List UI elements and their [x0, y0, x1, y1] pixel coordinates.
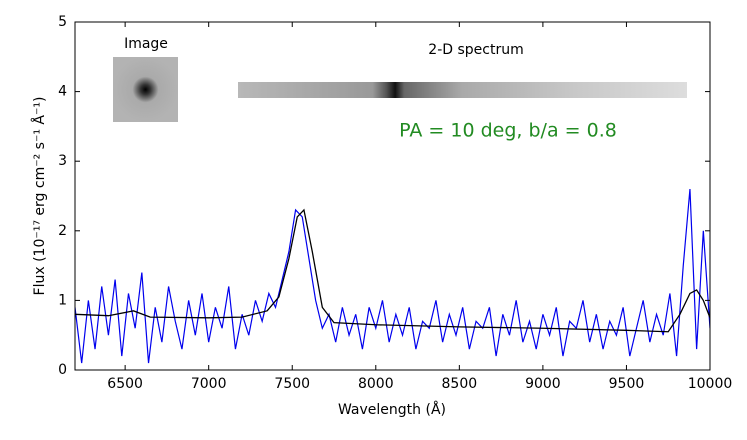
spectrum-label: 2-D spectrum — [428, 42, 523, 58]
spectrum-line — [75, 208, 710, 333]
y-tick-label: 4 — [58, 84, 67, 100]
plot-frame — [74, 21, 711, 371]
x-tick-label: 9500 — [609, 376, 645, 392]
y-tick-label: 0 — [58, 362, 67, 378]
x-tick-label: 8000 — [358, 376, 394, 392]
x-tick-label: 9000 — [525, 376, 561, 392]
image-label: Image — [124, 36, 168, 52]
x-axis-label: Wavelength (Å) — [338, 401, 446, 418]
x-tick-label: 10000 — [688, 376, 733, 392]
x-tick-label: 7500 — [274, 376, 310, 392]
image-inset — [113, 57, 178, 122]
pa-annotation: PA = 10 deg, b/a = 0.8 — [399, 120, 617, 142]
spectrum-line — [75, 188, 710, 364]
x-tick-label: 6500 — [107, 376, 143, 392]
y-axis-label: Flux (10⁻¹⁷ erg cm⁻² s⁻¹ Å⁻¹) — [31, 97, 48, 296]
y-tick-label: 5 — [58, 14, 67, 30]
y-tick-label: 2 — [58, 223, 67, 239]
x-tick-label: 7000 — [191, 376, 227, 392]
x-tick-label: 8500 — [442, 376, 478, 392]
y-tick-label: 1 — [58, 292, 67, 308]
spectrum-inset — [238, 82, 687, 98]
y-tick-label: 3 — [58, 153, 67, 169]
